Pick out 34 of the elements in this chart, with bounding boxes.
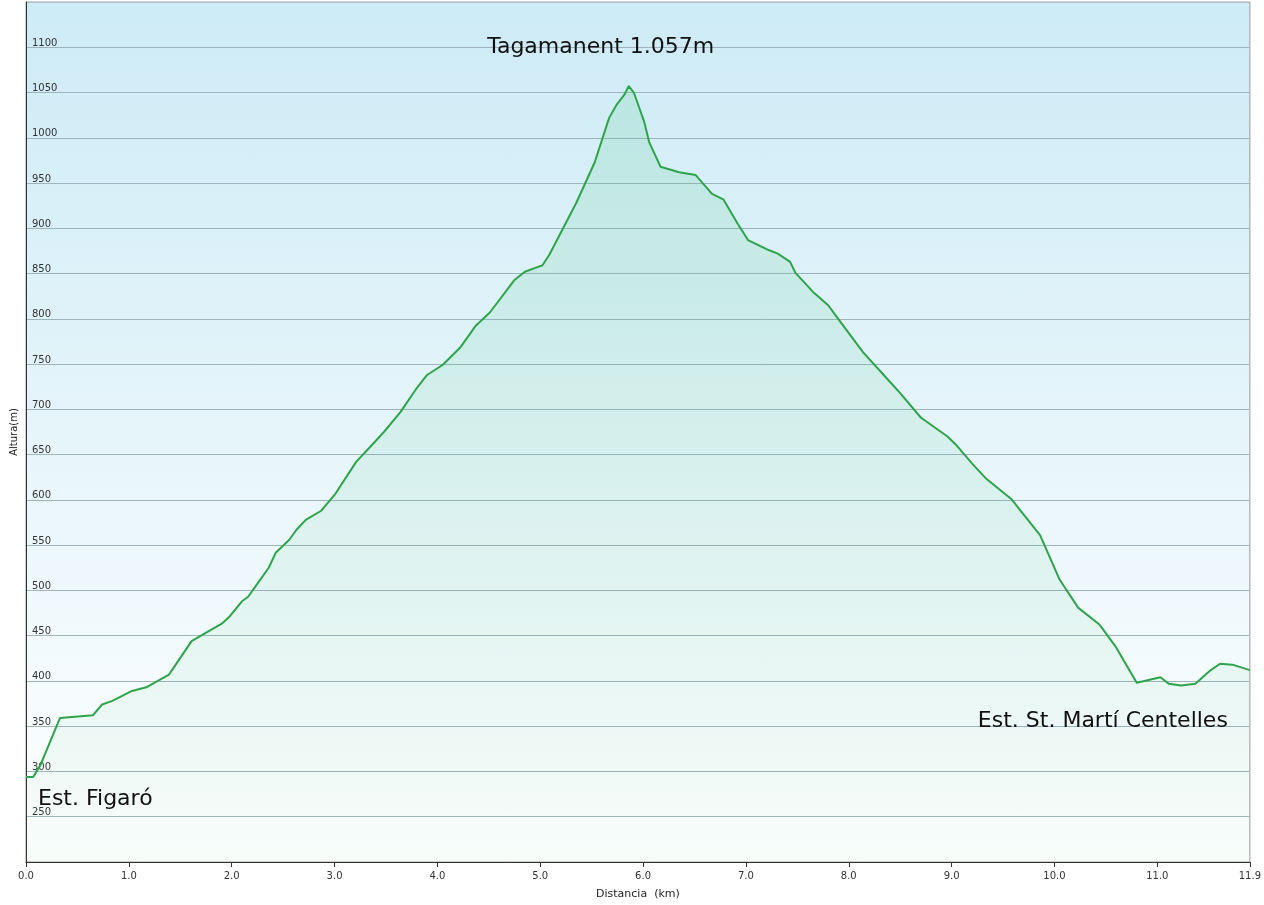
y-tick-label: 250 xyxy=(32,806,52,818)
x-tick-label: 1.0 xyxy=(120,869,137,881)
x-tick-label: 10.0 xyxy=(1043,869,1066,881)
x-tick-label: 6.0 xyxy=(635,869,652,881)
y-tick-label: 1050 xyxy=(32,82,58,94)
x-tick-label: 4.0 xyxy=(429,869,446,881)
x-tick-label: 0.0 xyxy=(18,869,34,881)
y-tick-label: 800 xyxy=(32,308,52,320)
y-tick-label: 700 xyxy=(32,398,52,410)
x-tick-label: 11.0 xyxy=(1146,869,1169,881)
annotation: Est. St. Martí Centelles xyxy=(977,706,1228,732)
x-tick-label: 3.0 xyxy=(326,869,343,881)
annotation: Tagamanent 1.057m xyxy=(486,32,715,58)
y-tick-label: 1100 xyxy=(32,36,58,48)
x-axis-title: Distancia (km) xyxy=(596,887,680,900)
y-tick-label: 950 xyxy=(32,172,52,184)
y-tick-label: 1000 xyxy=(32,127,58,139)
y-tick-label: 550 xyxy=(32,534,52,546)
x-tick-label: 9.0 xyxy=(943,869,960,881)
x-tick-label: 2.0 xyxy=(223,869,240,881)
y-tick-label: 450 xyxy=(32,625,52,637)
x-tick-label: 7.0 xyxy=(737,869,754,881)
x-tick-label: 5.0 xyxy=(532,869,549,881)
x-tick-label: 11.9 xyxy=(1238,869,1261,881)
y-tick-label: 750 xyxy=(32,353,52,365)
y-tick-label: 650 xyxy=(32,444,52,456)
x-tick-label: 8.0 xyxy=(840,869,857,881)
y-tick-label: 600 xyxy=(32,489,52,501)
y-tick-label: 900 xyxy=(32,217,52,229)
y-tick-label: 400 xyxy=(32,670,52,682)
y-tick-label: 350 xyxy=(32,715,52,727)
y-axis-title: Altura(m) xyxy=(7,408,19,456)
y-tick-label: 850 xyxy=(32,263,52,275)
y-tick-label: 500 xyxy=(32,579,52,591)
